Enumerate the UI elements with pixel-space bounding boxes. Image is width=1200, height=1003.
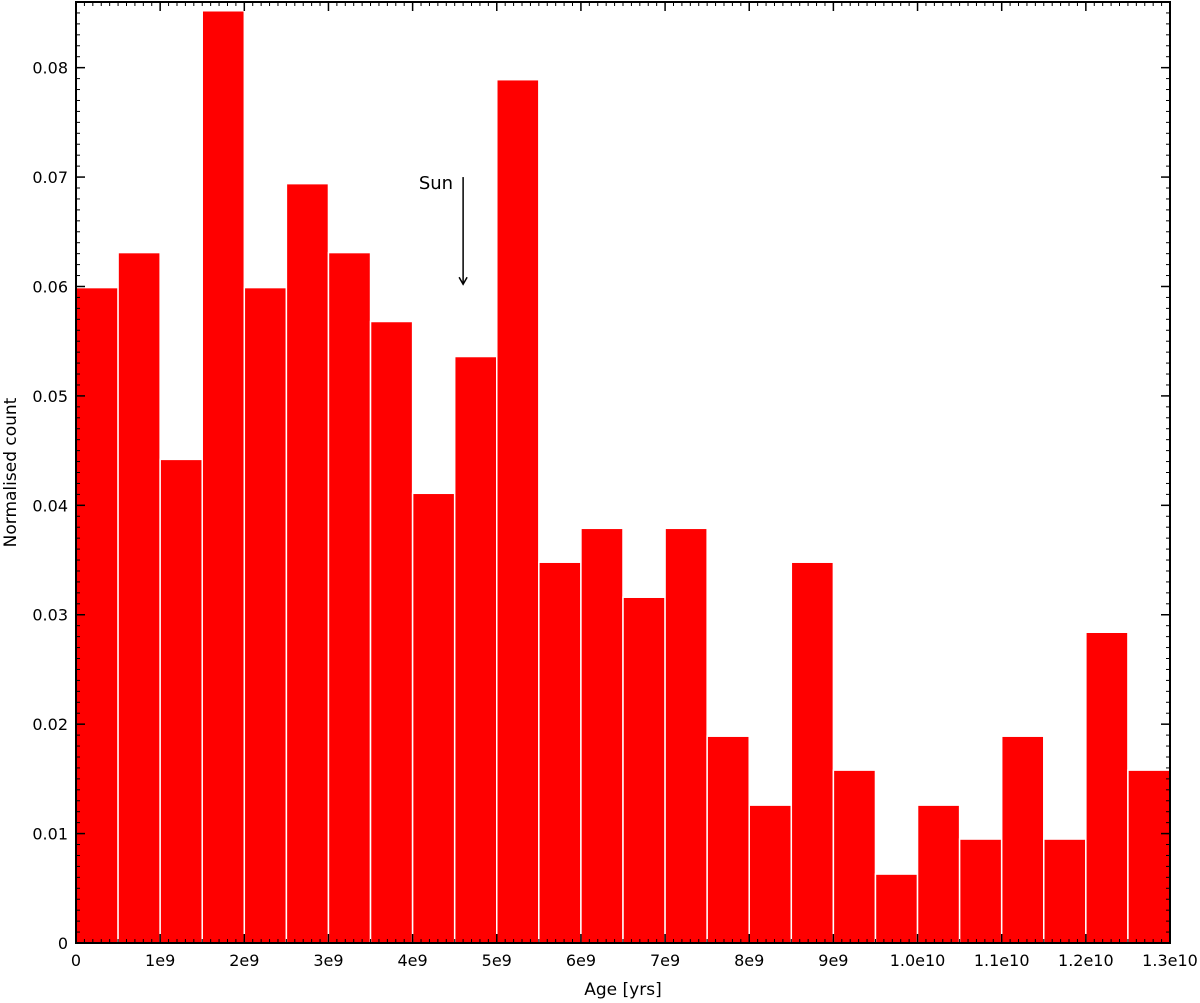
plot-frame [75,1,1171,944]
bar [496,78,540,944]
bar [117,251,161,944]
y-tick-label: 0.02 [32,715,68,734]
x-tick-labels: 0 1e9 2e9 3e9 4e9 5e9 6e9 7e9 8e9 9e9 1.0e10 1.1e10… [71,951,1198,970]
y-tick-label: 0.04 [32,496,68,515]
bar [790,561,835,944]
ticks-group [75,1,1171,944]
bar [664,527,708,944]
sun-label: Sun [419,173,453,194]
bar [327,251,372,944]
bar [411,492,456,944]
y-tick-labels: 0 0.01 0.02 0.03 0.04 0.05 0.06 0.07 0.08 [32,59,68,953]
bar [285,182,330,944]
x-axis-title: Age [yrs] [584,980,661,1000]
bar [706,735,750,944]
bar [916,804,961,944]
y-axis-title: Normalised count [1,397,21,547]
x-tick-label: 4e9 [398,951,428,970]
y-tick-label: 0.03 [32,606,68,625]
x-tick-label: 6e9 [566,951,596,970]
bar [201,10,246,944]
x-tick-label: 1.0e10 [890,951,946,970]
x-tick-label: 7e9 [650,951,680,970]
bar [958,838,1003,944]
bar [538,561,582,944]
x-tick-label: 0 [71,951,81,970]
bar [832,769,877,944]
x-tick-label: 1e9 [145,951,175,970]
bar [1085,631,1129,944]
x-tick-label: 1.1e10 [974,951,1030,970]
sun-arrow-head [458,276,468,286]
bar [748,804,793,944]
bars-group [75,10,1171,944]
y-tick-label: 0.07 [32,168,68,187]
x-tick-label: 3e9 [313,951,343,970]
y-tick-label: 0 [58,934,68,953]
bar [622,596,666,944]
y-tick-label: 0.06 [32,277,68,296]
x-tick-label: 1.3e10 [1142,951,1198,970]
bar [1043,838,1087,944]
x-tick-label: 8e9 [734,951,764,970]
x-tick-label: 1.2e10 [1058,951,1114,970]
bar [874,873,919,944]
sun-annotation: Sun [419,173,468,286]
y-tick-label: 0.05 [32,387,68,406]
bar [159,458,203,944]
y-tick-label: 0.08 [32,59,68,78]
bar [1127,769,1171,944]
bar [1000,735,1045,944]
bar [243,286,288,944]
x-tick-label: 2e9 [229,951,259,970]
bar [369,320,414,944]
x-tick-label: 5e9 [482,951,512,970]
bar [453,355,498,944]
bar [580,527,624,944]
x-tick-label: 9e9 [818,951,848,970]
y-tick-label: 0.01 [32,825,68,844]
